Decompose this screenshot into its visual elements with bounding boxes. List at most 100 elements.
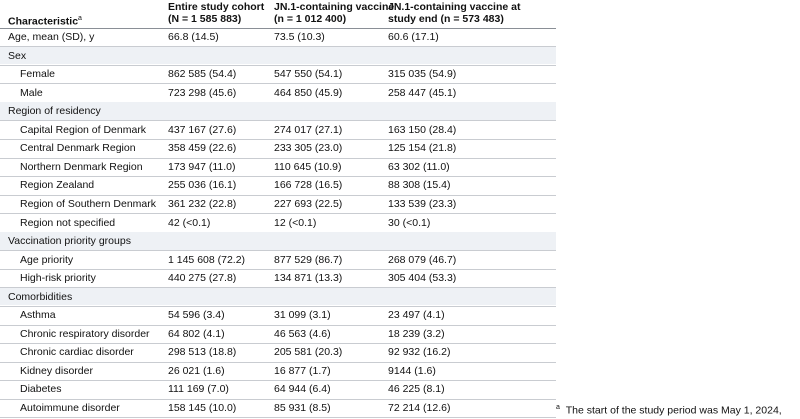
header-cell: Characteristica (8, 13, 82, 28)
row-label: High-risk priority (20, 272, 96, 285)
cell: 92 932 (16.2) (388, 346, 451, 359)
row-label: Vaccination priority groups (8, 235, 131, 248)
cell: 66.8 (14.5) (168, 31, 219, 43)
row-rule (0, 213, 556, 215)
cell: 110 645 (10.9) (274, 160, 342, 173)
cell: 298 513 (18.8) (168, 346, 237, 359)
header-cell: (N = 1 585 883) (168, 13, 242, 25)
cell: 46 225 (8.1) (388, 383, 445, 396)
header-cell: Not vaccinated with (388, 0, 487, 1)
cell: 437 167 (27.6) (168, 123, 237, 136)
row-rule (0, 305, 556, 307)
cell: 233 305 (23.0) (274, 142, 343, 155)
row-label: Asthma (20, 309, 56, 322)
row-label: Kidney disorder (20, 364, 93, 377)
row-label: Autoimmune disorder (20, 402, 120, 414)
cell: 63 302 (11.0) (388, 160, 450, 173)
cell: 268 079 (46.7) (388, 253, 457, 266)
row-label: Capital Region of Denmark (20, 123, 147, 136)
row-label: Female (20, 68, 56, 81)
header-cell: JN.1-containing vaccine at (388, 1, 521, 13)
cell: 12 (<0.1) (274, 216, 317, 229)
cell: 464 850 (45.9) (274, 86, 343, 99)
row-label: Comorbidities (8, 290, 73, 303)
cell: 9144 (1.6) (388, 364, 436, 377)
cell: 26 021 (1.6) (168, 364, 225, 377)
row-rule (0, 176, 556, 178)
row-rule (0, 250, 556, 252)
header-cell: (n = 1 012 400) (274, 13, 347, 25)
row-label: Diabetes (20, 383, 62, 396)
row-label: Chronic cardiac disorder (20, 346, 134, 359)
cell: 85 931 (8.5) (274, 402, 331, 414)
row-label: Sex (8, 49, 27, 62)
row-label: Region of residency (8, 105, 101, 118)
cell: 30 (<0.1) (388, 216, 431, 229)
footnote: a The start of the study period was May … (556, 402, 782, 417)
cell: 173 947 (11.0) (168, 160, 236, 173)
row-rule (0, 157, 556, 159)
section-band (0, 287, 556, 306)
cell: 305 404 (53.3) (388, 272, 457, 285)
cell: 72 214 (12.6) (388, 402, 451, 414)
cell: 42 (<0.1) (168, 216, 211, 229)
row-rule (0, 417, 556, 419)
cell: 111 169 (7.0) (168, 383, 229, 396)
header-text: Characteristic (8, 15, 79, 28)
row-label: Region of Southern Denmark (20, 197, 156, 210)
section-band (0, 232, 556, 250)
cell: 64 802 (4.1) (168, 327, 225, 340)
header-cell: JN.1-containing vaccine (274, 1, 395, 13)
header-cell: Entire study cohort (168, 1, 265, 13)
cell: 1 145 608 (72.2) (168, 253, 246, 266)
header-cell: study end (n = 573 483) (388, 13, 504, 25)
cell: 862 585 (54.4) (168, 68, 237, 81)
row-rule (0, 120, 556, 122)
cell: 60.6 (17.1) (388, 31, 439, 43)
row-label: Region not specified (20, 216, 116, 229)
row-label: Age priority (20, 253, 74, 266)
header-note: a (78, 15, 82, 22)
cell: 158 145 (10.0) (168, 402, 237, 414)
row-label: Age, mean (SD), y (8, 31, 95, 43)
cell: 54 596 (3.4) (168, 309, 225, 322)
cell: 73.5 (10.3) (274, 31, 325, 43)
row-rule (0, 324, 556, 326)
row-label: Region Zealand (20, 179, 95, 192)
cell: 133 539 (23.3) (388, 197, 457, 210)
cell: 255 036 (16.1) (168, 179, 237, 192)
row-rule (0, 64, 556, 66)
cell: 361 232 (22.8) (168, 197, 237, 210)
row-rule (0, 361, 556, 363)
cell: 227 693 (22.5) (274, 197, 343, 210)
cell: 125 154 (21.8) (388, 142, 457, 155)
cell: 163 150 (28.4) (388, 123, 457, 136)
cell: 166 728 (16.5) (274, 179, 343, 192)
cell: 258 447 (45.1) (388, 86, 457, 99)
cell: 16 877 (1.7) (274, 364, 331, 377)
cell: 134 871 (13.3) (274, 272, 343, 285)
cell: 547 550 (54.1) (274, 68, 343, 81)
cell: 877 529 (86.7) (274, 253, 343, 266)
row-label: Chronic respiratory disorder (20, 327, 150, 340)
cell: 46 563 (4.6) (274, 327, 331, 340)
footnote-text: The start of the study period was May 1,… (565, 404, 782, 417)
cell: 31 099 (3.1) (274, 309, 331, 322)
row-rule (0, 83, 556, 85)
row-label: Central Denmark Region (20, 142, 136, 155)
cell: 64 944 (6.4) (274, 383, 331, 396)
cell: 23 497 (4.1) (388, 309, 445, 322)
row-rule (0, 398, 556, 400)
cell: 315 035 (54.9) (388, 68, 457, 81)
cell: 358 459 (22.6) (168, 142, 237, 155)
header-rule (0, 28, 556, 29)
section-band (0, 46, 556, 65)
cell: 723 298 (45.6) (168, 86, 237, 99)
footnote-marker: a (556, 404, 560, 411)
row-rule (0, 343, 556, 345)
section-band (0, 102, 556, 120)
cell: 88 308 (15.4) (388, 179, 451, 192)
row-rule (0, 139, 556, 141)
row-label: Male (20, 86, 43, 99)
